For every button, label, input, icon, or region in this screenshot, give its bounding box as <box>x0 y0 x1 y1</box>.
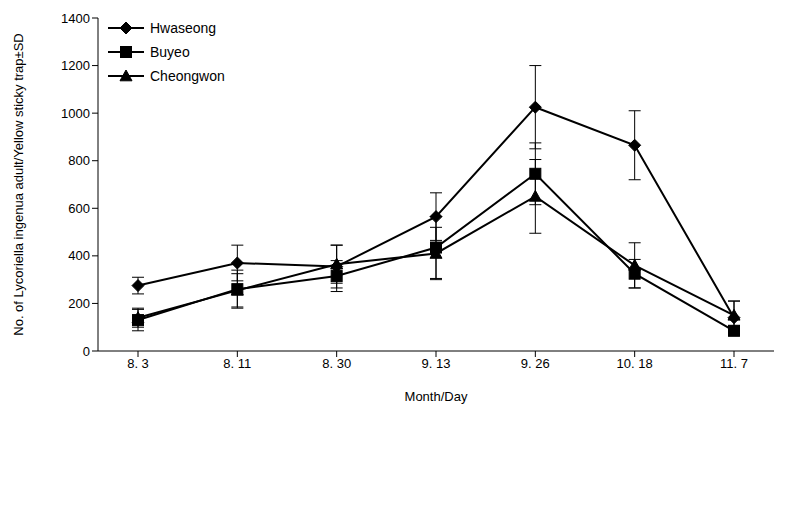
svg-text:No. of Lycoriella ingenua adul: No. of Lycoriella ingenua adult/Yellow s… <box>11 33 26 335</box>
svg-text:1000: 1000 <box>61 106 90 121</box>
svg-text:8. 11: 8. 11 <box>223 356 251 371</box>
svg-text:Month/Day: Month/Day <box>405 389 468 404</box>
svg-text:200: 200 <box>68 296 90 311</box>
svg-text:9. 26: 9. 26 <box>521 356 550 371</box>
svg-text:8. 30: 8. 30 <box>322 356 351 371</box>
svg-text:400: 400 <box>68 248 90 263</box>
svg-text:8. 3: 8. 3 <box>127 356 149 371</box>
html-text:Cheongwon: Cheongwon <box>150 68 225 84</box>
svg-text:11. 7: 11. 7 <box>720 356 748 371</box>
svg-text:0: 0 <box>83 344 90 359</box>
svg-text:10. 18: 10. 18 <box>617 356 653 371</box>
svg-text:600: 600 <box>68 201 90 216</box>
html-text:Hwaseong: Hwaseong <box>150 20 217 36</box>
svg-text:9. 13: 9. 13 <box>422 356 451 371</box>
svg-text:1400: 1400 <box>61 11 90 26</box>
svg-text:800: 800 <box>68 153 90 168</box>
svg-text:1200: 1200 <box>61 58 90 73</box>
html-text:Buyeo: Buyeo <box>150 44 190 60</box>
